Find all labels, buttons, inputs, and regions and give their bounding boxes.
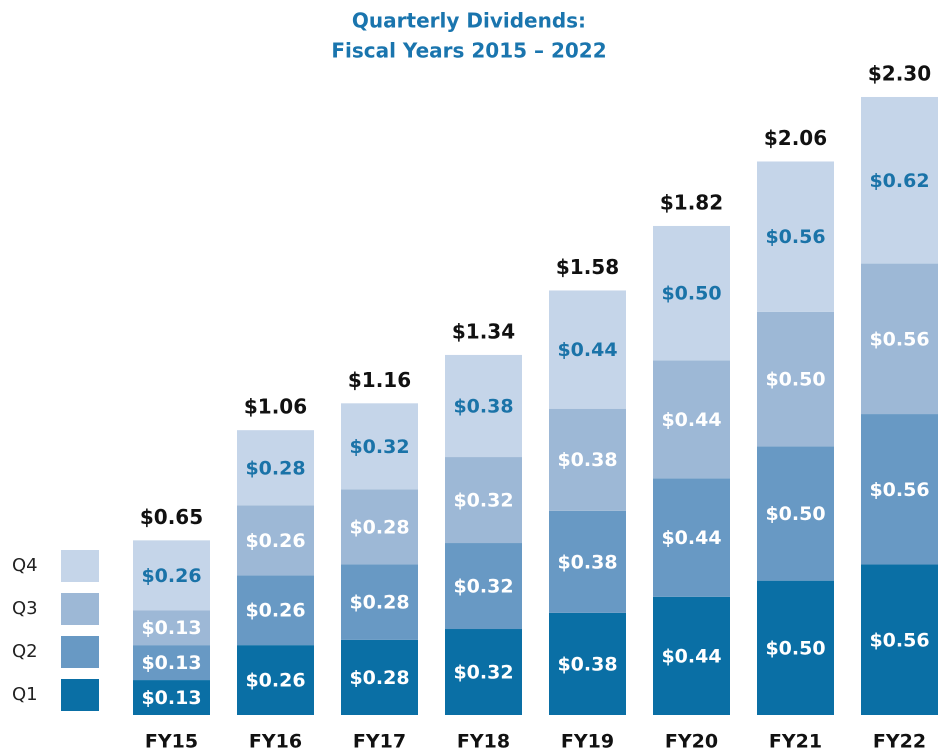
legend-label: Q4: [12, 555, 38, 576]
x-tick-label: FY22: [873, 731, 926, 753]
total-label: $1.58: [556, 255, 619, 279]
value-label: $0.32: [453, 662, 513, 684]
bar-segment: [445, 354, 522, 458]
legend-label: Q2: [12, 641, 38, 662]
value-label: $0.28: [349, 667, 409, 689]
value-label: $0.50: [765, 369, 825, 391]
value-label: $0.56: [869, 629, 929, 651]
bar-segment: [653, 225, 730, 361]
value-label: $0.62: [869, 170, 929, 192]
total-label: $2.06: [764, 126, 827, 150]
x-tick-label: FY18: [457, 731, 510, 753]
value-label: $0.13: [141, 617, 201, 639]
value-label: $0.56: [869, 328, 929, 350]
value-label: $0.28: [349, 592, 409, 614]
value-label: $0.38: [557, 551, 617, 573]
total-label: $2.30: [868, 61, 931, 85]
total-label: $1.34: [452, 319, 515, 343]
bar-segment: [133, 680, 210, 715]
value-label: $0.13: [141, 687, 201, 709]
bar-segment: [445, 543, 522, 630]
legend-swatch: [61, 550, 99, 582]
bar-segment: [653, 478, 730, 597]
value-label: $0.44: [557, 339, 617, 361]
x-tick-label: FY15: [145, 731, 198, 753]
bar-segment: [861, 96, 938, 264]
legend-swatch: [61, 593, 99, 625]
bar-segment: [237, 430, 314, 506]
bar-segment: [757, 311, 834, 447]
value-label: $0.50: [765, 637, 825, 659]
bar-segment: [133, 610, 210, 646]
value-label: $0.38: [557, 653, 617, 675]
value-label: $0.26: [245, 530, 305, 552]
bar-segment: [549, 510, 626, 613]
bar-segment: [237, 645, 314, 715]
value-label: $0.38: [557, 449, 617, 471]
x-tick-label: FY21: [769, 731, 822, 753]
total-label: $0.65: [140, 505, 203, 529]
value-label: $0.44: [661, 645, 721, 667]
value-label: $0.50: [765, 503, 825, 525]
x-tick-label: FY19: [561, 731, 614, 753]
value-label: $0.32: [453, 576, 513, 598]
x-tick-label: FY17: [353, 731, 406, 753]
value-label: $0.32: [349, 436, 409, 458]
bar-segment: [133, 645, 210, 681]
bar-segment: [653, 360, 730, 479]
value-label: $0.28: [349, 516, 409, 538]
bar-segment: [445, 629, 522, 715]
total-label: $1.06: [244, 395, 307, 419]
value-label: $0.26: [141, 565, 201, 587]
value-label: $0.44: [661, 527, 721, 549]
chart-subtitle: Fiscal Years 2015 – 2022: [331, 39, 606, 63]
value-label: $0.56: [765, 226, 825, 248]
bar-segment: [549, 408, 626, 511]
value-label: $0.26: [245, 670, 305, 692]
bar-segment: [861, 263, 938, 415]
value-label: $0.50: [661, 283, 721, 305]
bar-segment: [341, 564, 418, 640]
bar-segment: [757, 446, 834, 581]
legend-label: Q1: [12, 684, 38, 705]
value-label: $0.44: [661, 409, 721, 431]
bar-segment: [549, 612, 626, 715]
value-label: $0.26: [245, 600, 305, 622]
x-tick-label: FY16: [249, 731, 302, 753]
value-label: $0.28: [245, 457, 305, 479]
bar-segment: [341, 489, 418, 565]
total-label: $1.82: [660, 190, 723, 214]
bar-segment: [653, 596, 730, 715]
value-label: $0.32: [453, 490, 513, 512]
x-tick-label: FY20: [665, 731, 718, 753]
bar-segment: [861, 414, 938, 565]
bar-segment: [549, 290, 626, 409]
chart-title: Quarterly Dividends:: [352, 9, 586, 33]
bar-segment: [237, 575, 314, 646]
bar-segment: [133, 540, 210, 611]
legend-label: Q3: [12, 598, 38, 619]
bar-segment: [757, 161, 834, 312]
bar-segment: [237, 505, 314, 576]
bar-segment: [445, 457, 522, 544]
legend-swatch: [61, 636, 99, 668]
value-label: $0.38: [453, 395, 513, 417]
bar-segment: [861, 564, 938, 715]
bar-segment: [341, 639, 418, 715]
bar-segment: [341, 403, 418, 490]
value-label: $0.56: [869, 479, 929, 501]
value-label: $0.13: [141, 652, 201, 674]
bar-segment: [757, 580, 834, 715]
legend-swatch: [61, 679, 99, 711]
total-label: $1.16: [348, 368, 411, 392]
